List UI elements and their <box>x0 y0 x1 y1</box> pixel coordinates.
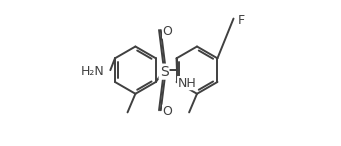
Text: O: O <box>163 25 173 38</box>
Text: H₂N: H₂N <box>81 65 105 78</box>
Text: NH: NH <box>178 77 196 90</box>
Text: F: F <box>238 14 245 27</box>
Text: O: O <box>163 105 173 118</box>
Text: S: S <box>160 65 168 79</box>
